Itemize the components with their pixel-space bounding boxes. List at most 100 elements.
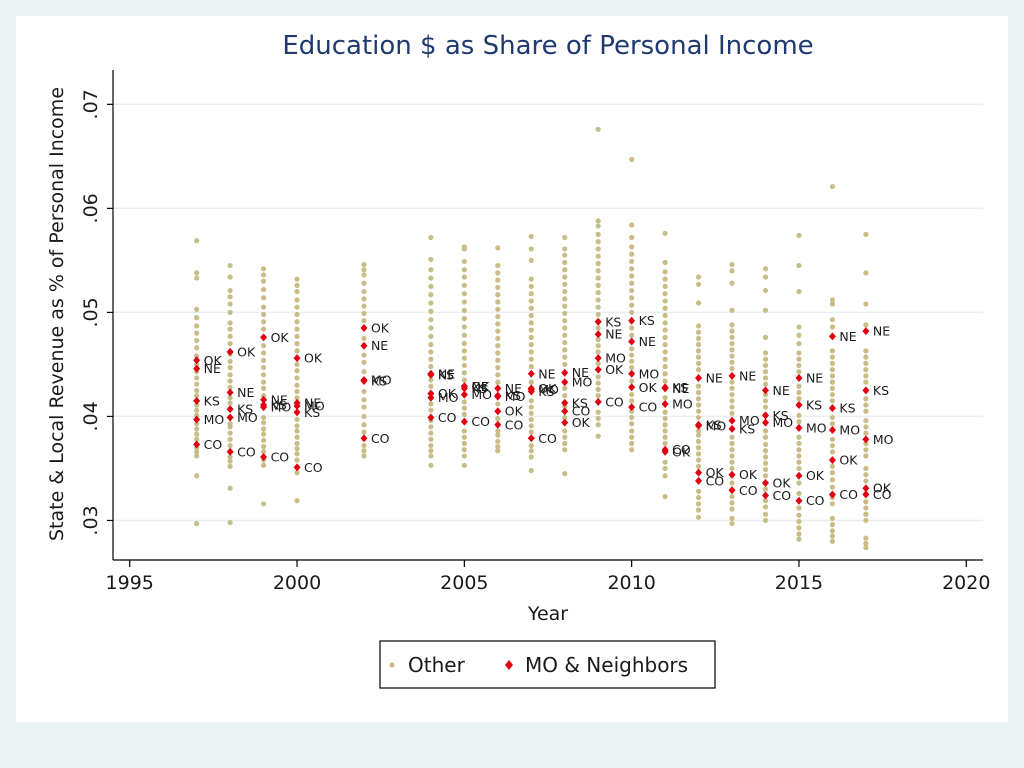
other-point (428, 234, 434, 241)
other-point (729, 365, 735, 372)
point-label-mo: MO (538, 382, 559, 397)
other-point (294, 276, 300, 282)
other-point (260, 278, 267, 284)
other-point (595, 415, 601, 422)
other-point (829, 297, 836, 303)
point-label-ne: NE (773, 383, 790, 398)
other-point (361, 335, 367, 342)
other-point (729, 398, 735, 404)
point-label-ok: OK (471, 379, 490, 394)
highlight-point-co (360, 434, 368, 443)
other-point (729, 453, 735, 459)
other-point (695, 432, 702, 438)
other-point (361, 261, 367, 268)
point-label-ne: NE (204, 361, 221, 376)
other-point (194, 330, 200, 336)
other-point (629, 332, 635, 338)
point-label-ok: OK (873, 481, 892, 496)
other-point (294, 297, 300, 303)
other-point (762, 460, 769, 466)
other-point (662, 334, 668, 340)
other-point (729, 465, 735, 472)
point-label-ks: KS (304, 405, 320, 420)
other-point (796, 369, 802, 375)
other-point (863, 301, 869, 307)
other-point (495, 313, 501, 320)
other-point (428, 407, 434, 413)
other-point (863, 511, 869, 517)
highlight-point-ks (795, 400, 803, 409)
legend-highlight-label: MO & Neighbors (525, 653, 688, 677)
other-point (796, 447, 802, 453)
other-point (528, 298, 534, 304)
point-label-ne: NE (505, 381, 522, 396)
other-point (695, 396, 702, 402)
other-point (863, 472, 869, 478)
x-tick-label: 2010 (607, 572, 655, 594)
highlight-point-ne (494, 384, 502, 393)
other-point (227, 458, 233, 464)
highlight-point-ne (594, 330, 602, 339)
other-point (595, 239, 601, 245)
other-point (260, 350, 267, 356)
highlight-point-co (795, 496, 803, 505)
other-point (495, 444, 501, 450)
other-point (662, 493, 668, 500)
other-point (260, 431, 267, 437)
point-label-ne: NE (237, 385, 254, 400)
other-point (829, 324, 836, 330)
other-point (461, 291, 467, 297)
other-point (629, 280, 635, 286)
other-point (461, 370, 467, 376)
other-point (428, 325, 434, 331)
other-point (361, 303, 367, 309)
highlight-point-co (828, 490, 836, 499)
highlight-point-ne (260, 395, 268, 404)
other-point (796, 356, 802, 362)
other-point (595, 343, 601, 349)
other-point (762, 287, 769, 294)
other-point (361, 318, 367, 324)
other-point (829, 348, 836, 354)
other-point (629, 414, 635, 421)
other-point (528, 410, 534, 416)
other-point (863, 465, 869, 472)
other-point (495, 299, 501, 305)
other-point (227, 294, 233, 300)
other-point (629, 156, 635, 163)
other-point (762, 369, 769, 375)
point-label-ks: KS (438, 367, 454, 382)
other-point (294, 451, 300, 457)
other-point (294, 388, 300, 395)
other-point (495, 432, 501, 438)
other-point (796, 525, 802, 531)
point-label-co: CO (237, 444, 256, 459)
other-point (729, 334, 735, 340)
point-label-ne: NE (672, 381, 689, 396)
other-point (863, 424, 869, 430)
other-point (495, 372, 501, 378)
other-point (629, 302, 635, 308)
highlight-point-ks (594, 317, 602, 326)
other-point (194, 449, 200, 455)
other-point (461, 447, 467, 453)
other-point (194, 315, 200, 321)
other-point (461, 362, 467, 369)
other-point (662, 305, 668, 311)
highlight-point-ks (862, 386, 870, 395)
other-point (227, 463, 233, 469)
other-point (194, 306, 200, 312)
other-point (227, 454, 233, 460)
other-point (629, 434, 635, 440)
other-point (194, 421, 200, 427)
point-label-co: CO (839, 487, 858, 502)
other-point (260, 426, 267, 432)
other-point (194, 453, 200, 459)
other-point (528, 349, 534, 355)
other-point (528, 454, 534, 460)
highlight-point-mo (427, 393, 435, 402)
other-point (662, 409, 668, 415)
other-point (796, 419, 802, 425)
other-point (796, 288, 802, 295)
other-point (762, 466, 769, 473)
